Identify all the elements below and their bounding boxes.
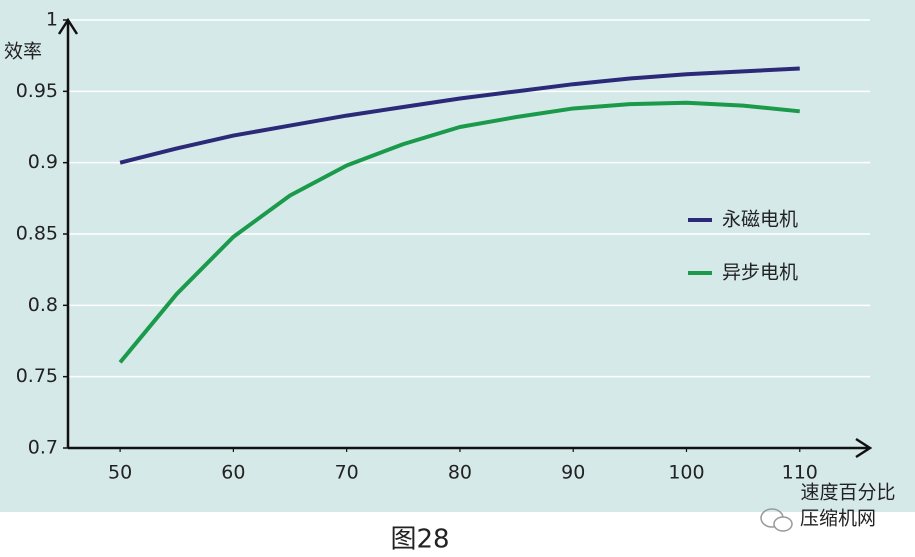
x-tick-label: 110	[782, 462, 818, 484]
x-tick-label: 100	[668, 462, 704, 484]
x-axis-label: 速度百分比	[800, 482, 895, 504]
legend-label: 异步电机	[722, 262, 798, 284]
x-tick-label: 90	[561, 462, 585, 484]
y-tick-label: 0.9	[28, 151, 58, 173]
watermark: 压缩机网	[800, 508, 876, 530]
y-tick-label: 0.7	[28, 437, 58, 459]
series-line	[118, 100, 800, 364]
x-tick-label: 70	[335, 462, 359, 484]
y-tick-label: 0.95	[16, 80, 58, 102]
y-tick-label: 0.85	[16, 223, 58, 245]
y-tick-label: 0.75	[16, 365, 58, 387]
x-axis-arrow	[855, 437, 873, 459]
y-tick-label: 0.8	[28, 294, 58, 316]
series-line	[119, 66, 800, 165]
caption: 图28	[390, 525, 449, 555]
y-axis-label: 效率	[4, 41, 42, 63]
plot-background	[0, 0, 915, 512]
x-tick-label: 50	[108, 462, 132, 484]
y-tick-label: 1	[46, 9, 58, 31]
legend-label: 永磁电机	[722, 209, 798, 231]
x-tick-label: 80	[448, 462, 472, 484]
watermark-icon	[760, 508, 793, 532]
y-axis-arrow	[57, 17, 79, 35]
x-tick-label: 60	[221, 462, 245, 484]
